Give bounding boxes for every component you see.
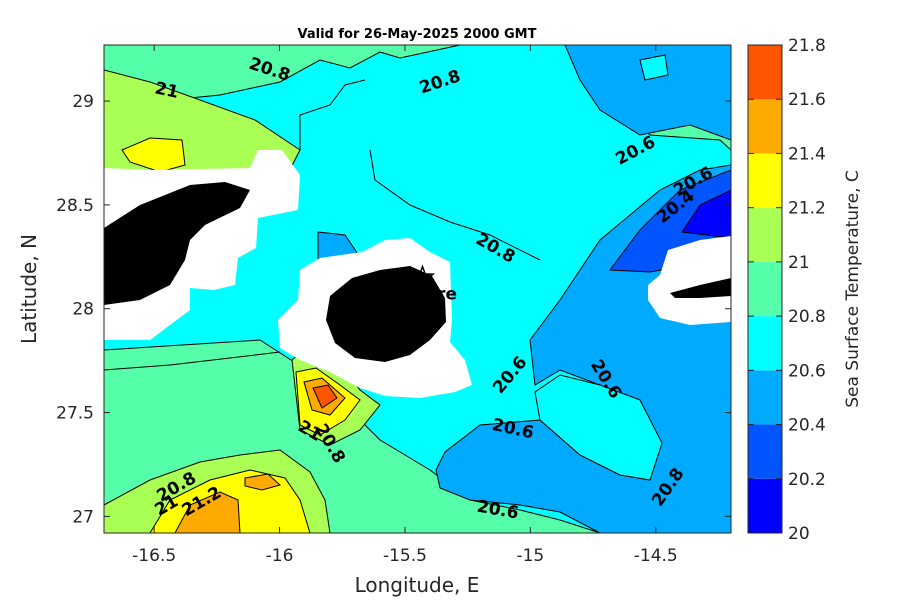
contour-line-north — [299, 79, 366, 150]
colorbar-tick-label: 21 — [788, 253, 810, 273]
colorbar-segment — [748, 45, 782, 100]
contour-line-mid — [369, 149, 541, 261]
x-axis-label: Longitude, E — [355, 573, 480, 597]
y-tick-label: 29 — [72, 92, 94, 112]
colorbar-segment — [748, 478, 782, 533]
colorbar-tick-label: 20.6 — [788, 361, 826, 381]
x-tick-label: -14.5 — [634, 546, 678, 566]
band-cyan-south — [534, 374, 663, 481]
plot-frame — [103, 44, 732, 534]
colorbar-tick-label: 20.2 — [788, 470, 826, 490]
colorbar-segment — [748, 207, 782, 262]
colorbar: 20 20.2 20.4 20.6 20.8 21 21.2 21.4 21.6 21.8 — [747, 36, 826, 544]
band-redorange — [312, 384, 338, 409]
y-axis-label: Latitude, N — [17, 234, 41, 344]
colorbar-tick-label: 21.8 — [788, 36, 826, 56]
colorbar-tick-label: 21.2 — [788, 199, 826, 219]
y-tick-label: 28.5 — [56, 196, 94, 216]
colorbar-tick-label: 20.4 — [788, 416, 826, 436]
colorbar-segment — [748, 370, 782, 425]
colorbar-segment — [748, 153, 782, 208]
colorbar-tick-label: 20.8 — [788, 307, 826, 327]
contour-line-sw — [104, 351, 281, 371]
band-deepblue — [681, 189, 731, 239]
colorbar-segment — [748, 99, 782, 154]
y-tick-label: 27.5 — [56, 404, 94, 424]
x-tick-label: -15 — [516, 546, 544, 566]
y-tick-label: 27 — [72, 507, 94, 527]
colorbar-tick-label: 21.6 — [788, 90, 826, 110]
y-tick-label: 28 — [72, 300, 94, 320]
band-yellow-nw — [121, 137, 186, 173]
x-tick-label: -16 — [266, 546, 294, 566]
land-east — [670, 278, 731, 298]
colorbar-tick-label: 21.4 — [788, 144, 826, 164]
contour-field — [104, 45, 731, 533]
chart-title: Valid for 26-May-2025 2000 GMT — [298, 27, 537, 42]
mask-east — [648, 236, 731, 325]
colorbar-label: Sea Surface Temperature, C — [843, 170, 863, 408]
x-tick-label: -15.5 — [383, 546, 427, 566]
band-orange-south — [174, 491, 241, 533]
land-center — [326, 266, 446, 362]
colorbar-segment — [748, 261, 782, 317]
contour-label: 21 — [153, 78, 180, 102]
land-west — [104, 182, 250, 305]
marker-layer: Tyre — [410, 264, 458, 305]
band-cyan-pocket — [639, 54, 669, 81]
band-orange-blob — [244, 473, 282, 491]
marker-label: Tyre — [417, 285, 458, 305]
colorbar-tick-label: 20 — [788, 524, 810, 544]
y-axis: 27 27.5 28 28.5 29 — [56, 92, 731, 527]
colorbar-segment — [748, 424, 782, 479]
x-tick-label: -16.5 — [132, 546, 176, 566]
colorbar-frame — [747, 44, 783, 534]
x-axis: -16.5 -16 -15.5 -15 -14.5 — [132, 45, 678, 566]
colorbar-segment — [748, 316, 782, 371]
star-marker-icon — [410, 264, 436, 289]
